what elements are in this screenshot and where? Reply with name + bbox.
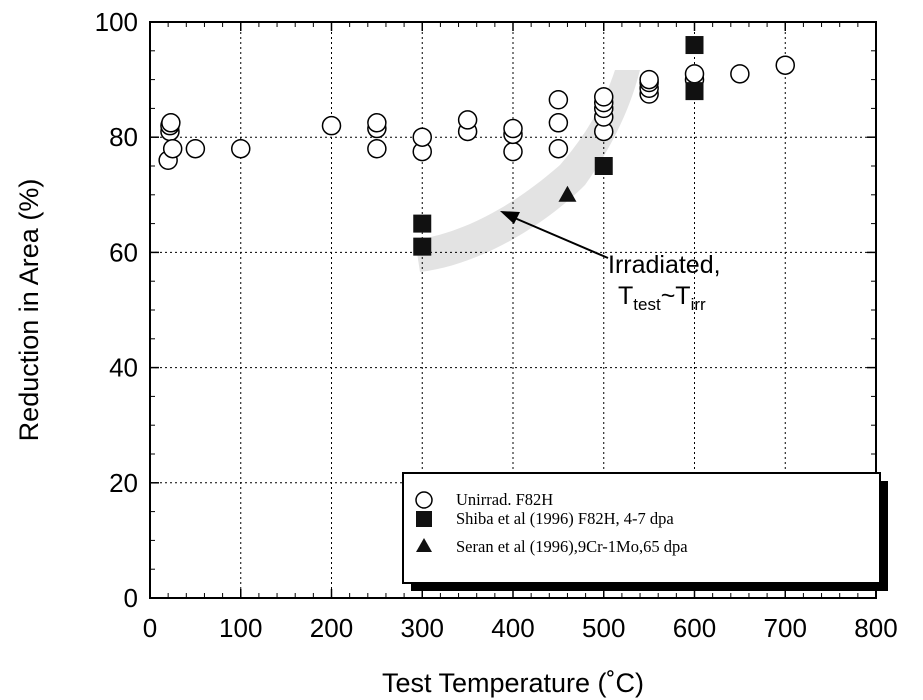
data-point-unirrad	[185, 138, 206, 159]
data-point-unirrad	[457, 110, 478, 130]
data-point-shiba	[413, 237, 432, 256]
data-point-shiba	[685, 36, 704, 55]
y-axis-label: Reduction in Area (%)	[14, 179, 44, 442]
data-point-unirrad	[321, 115, 342, 136]
legend-marker-filled-square	[416, 511, 432, 527]
annotation-arrow-line	[509, 215, 609, 259]
data-point-seran	[558, 185, 577, 202]
legend-label-unirrad: Unirrad. F82H	[456, 490, 553, 509]
x-tick-label: 300	[401, 613, 444, 643]
data-point-unirrad	[730, 64, 750, 84]
tick-labels: 0 100 200 300 400 500 600 700 800 0 20 40 60 80 100	[95, 7, 898, 643]
data-points	[158, 36, 795, 256]
legend-label-shiba: Shiba et al (1996) F82H, 4-7 dpa	[456, 509, 674, 528]
legend-marker-open-circle	[415, 491, 433, 509]
legend: Unirrad. F82H Shiba et al (1996) F82H, 4…	[402, 472, 888, 591]
data-point-unirrad	[548, 138, 569, 159]
data-point-unirrad	[231, 138, 251, 159]
data-point-unirrad	[162, 138, 183, 159]
x-tick-label: 100	[219, 613, 262, 643]
data-point-unirrad	[367, 113, 387, 133]
y-tick-label: 100	[95, 7, 138, 37]
x-tick-label: 0	[143, 613, 157, 643]
data-point-unirrad	[412, 127, 432, 147]
annotation-line1: Irradiated,	[608, 251, 721, 279]
x-tick-label: 400	[491, 613, 534, 643]
x-axis-label: Test Temperature (˚C)	[382, 668, 644, 698]
y-tick-label: 80	[109, 122, 138, 152]
irradiated-trend-band	[415, 70, 640, 272]
x-tick-label: 500	[582, 613, 625, 643]
data-point-unirrad	[684, 64, 705, 84]
data-point-unirrad	[639, 69, 659, 90]
data-point-shiba	[413, 214, 432, 233]
y-tick-label: 20	[109, 468, 138, 498]
annotation-arrowhead	[500, 211, 520, 224]
annotation-sub-test: test	[633, 295, 661, 314]
legend-marker-filled-triangle	[416, 538, 432, 552]
data-point-unirrad	[503, 141, 523, 162]
data-point-unirrad	[594, 87, 614, 107]
data-point-unirrad	[775, 55, 795, 75]
data-point-shiba	[685, 82, 704, 101]
x-tick-label: 600	[673, 613, 716, 643]
x-tick-label: 700	[764, 613, 807, 643]
annotation-t: T	[618, 282, 633, 310]
annotation-line2: Ttest~Tirr	[618, 282, 706, 314]
data-point-shiba	[594, 157, 613, 175]
legend-box	[402, 472, 881, 584]
data-point-unirrad	[548, 90, 569, 110]
data-point-unirrad	[161, 113, 181, 133]
annotation-tilde: ~T	[661, 282, 691, 310]
data-point-unirrad	[367, 138, 387, 159]
legend-label-seran: Seran et al (1996),9Cr-1Mo,65 dpa	[456, 537, 688, 556]
data-point-unirrad	[548, 113, 569, 133]
x-tick-label: 800	[854, 613, 897, 643]
data-point-unirrad	[503, 118, 523, 139]
y-tick-label: 60	[109, 237, 138, 267]
annotation-sub-irr: irr	[691, 295, 706, 314]
y-tick-label: 0	[124, 583, 138, 613]
y-tick-label: 40	[109, 353, 138, 383]
x-tick-label: 200	[310, 613, 353, 643]
